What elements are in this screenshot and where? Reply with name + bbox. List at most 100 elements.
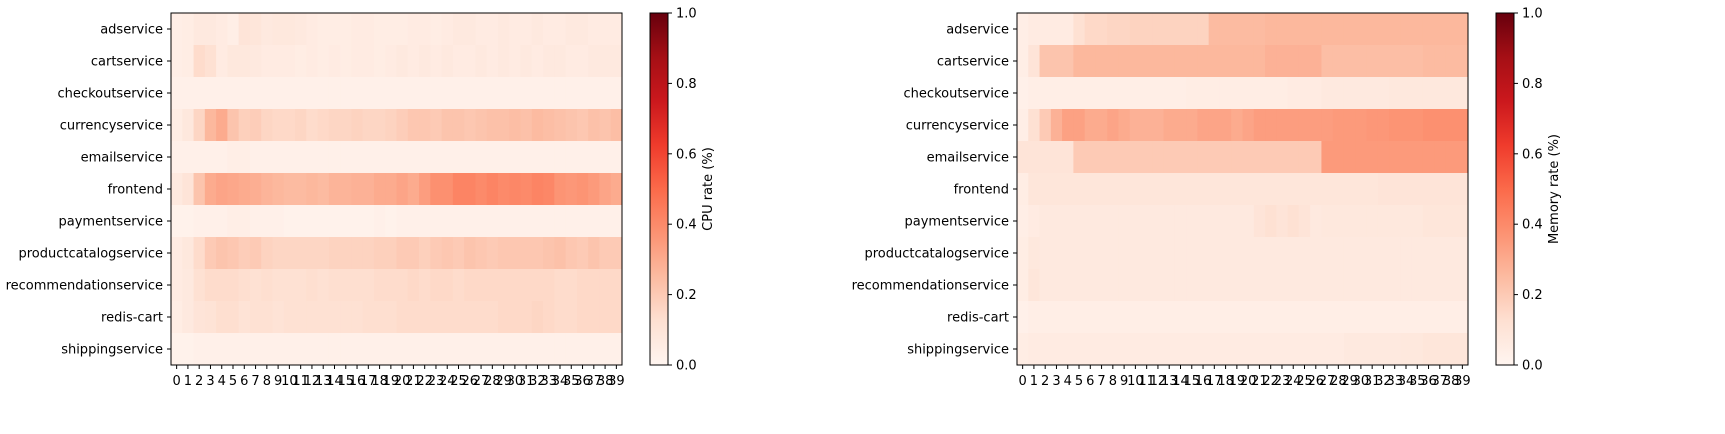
- memory-cell: [1253, 109, 1266, 142]
- memory-cell: [1400, 173, 1413, 206]
- cpu-cell: [430, 205, 443, 238]
- cpu-cell: [520, 301, 533, 334]
- memory-cell: [1152, 301, 1165, 334]
- memory-xtick-label: 5: [1075, 374, 1083, 389]
- memory-cell: [1456, 45, 1469, 78]
- memory-cell: [1084, 45, 1097, 78]
- memory-cell: [1400, 205, 1413, 238]
- cpu-xtick-label: 11: [292, 374, 309, 389]
- memory-cell: [1197, 173, 1210, 206]
- cpu-cell: [430, 77, 443, 110]
- cpu-cell: [554, 173, 567, 206]
- memory-cell: [1050, 301, 1063, 334]
- memory-cell: [1355, 45, 1368, 78]
- cpu-heatmap-panel: adservice cartservice checkoutservice curre…: [6, 7, 716, 390]
- memory-cell: [1332, 77, 1345, 110]
- cpu-cell: [204, 45, 217, 78]
- memory-cell: [1400, 13, 1413, 46]
- cpu-cell: [520, 237, 533, 270]
- cpu-cell: [554, 13, 567, 46]
- memory-cell: [1073, 301, 1086, 334]
- cpu-cell: [430, 45, 443, 78]
- memory-cell: [1163, 269, 1176, 302]
- cpu-cell: [610, 173, 623, 206]
- cpu-cell: [543, 205, 555, 238]
- cpu-cell: [464, 141, 476, 174]
- memory-cell: [1219, 301, 1232, 334]
- cpu-cell: [283, 45, 296, 78]
- cpu-cell: [396, 141, 409, 174]
- memory-cell: [1321, 45, 1334, 78]
- memory-cell: [1141, 45, 1153, 78]
- memory-cell: [1073, 13, 1086, 46]
- cpu-cell: [407, 13, 420, 46]
- cpu-cell: [599, 205, 612, 238]
- memory-cell: [1265, 269, 1277, 302]
- cpu-cell: [362, 333, 375, 366]
- cpu-cell: [216, 237, 228, 270]
- cpu-cell: [588, 301, 600, 334]
- cpu-cell: [464, 77, 476, 110]
- cpu-cell: [531, 173, 544, 206]
- memory-cell: [1377, 109, 1390, 142]
- memory-cell: [1253, 141, 1266, 174]
- memory-cell: [1377, 141, 1390, 174]
- cpu-cell: [531, 301, 544, 334]
- cpu-cell: [351, 13, 364, 46]
- memory-cell: [1118, 301, 1131, 334]
- cpu-cell: [385, 205, 398, 238]
- memory-cell: [1197, 141, 1210, 174]
- cpu-cell: [385, 109, 398, 142]
- cpu-cell: [407, 109, 420, 142]
- memory-cell: [1129, 301, 1142, 334]
- memory-cell: [1400, 45, 1413, 78]
- cpu-cell: [351, 173, 364, 206]
- cpu-cell: [486, 237, 499, 270]
- memory-cell: [1389, 301, 1401, 334]
- memory-xtick-label: 2: [1041, 374, 1049, 389]
- memory-cell: [1298, 173, 1311, 206]
- memory-cell: [1073, 333, 1086, 366]
- memory-cell: [1141, 173, 1153, 206]
- memory-cell: [1039, 13, 1052, 46]
- cpu-cell: [565, 301, 578, 334]
- cpu-cell: [385, 77, 398, 110]
- cpu-cell: [373, 45, 386, 78]
- memory-heatmap-panel: adservice cartservice checkoutservice curre…: [852, 7, 1562, 390]
- cpu-cell: [509, 205, 522, 238]
- cpu-cell: [543, 141, 555, 174]
- memory-cell: [1321, 141, 1334, 174]
- memory-cell: [1174, 269, 1187, 302]
- memory-cell: [1197, 333, 1210, 366]
- memory-xtick-label: 18: [1217, 374, 1234, 389]
- cpu-cell: [351, 269, 364, 302]
- memory-cell: [1095, 205, 1108, 238]
- cpu-cell: [295, 173, 307, 206]
- cpu-cell: [373, 141, 386, 174]
- cpu-cell: [373, 77, 386, 110]
- cpu-cell: [261, 13, 273, 46]
- memory-cell: [1152, 173, 1165, 206]
- memory-cell: [1242, 173, 1255, 206]
- memory-cell: [1332, 109, 1345, 142]
- cpu-cell: [351, 333, 364, 366]
- memory-cell: [1434, 13, 1446, 46]
- cpu-cell: [249, 109, 262, 142]
- memory-xtick-label: 30: [1353, 374, 1370, 389]
- memory-cell: [1062, 45, 1074, 78]
- memory-cell: [1050, 173, 1063, 206]
- cpu-cell: [610, 45, 623, 78]
- cpu-cell: [261, 77, 273, 110]
- cpu-cell: [565, 109, 578, 142]
- memory-cell: [1332, 141, 1345, 174]
- memory-cell: [1310, 141, 1322, 174]
- cpu-cell: [441, 109, 454, 142]
- memory-cell: [1152, 13, 1165, 46]
- cpu-xtick-label: 21: [405, 374, 422, 389]
- memory-cell: [1265, 45, 1277, 78]
- cpu-cell: [340, 237, 352, 270]
- memory-ytick-label: cartservice: [937, 55, 1009, 70]
- cpu-cell: [396, 205, 409, 238]
- memory-xtick-label: 38: [1443, 374, 1460, 389]
- memory-cell: [1208, 173, 1221, 206]
